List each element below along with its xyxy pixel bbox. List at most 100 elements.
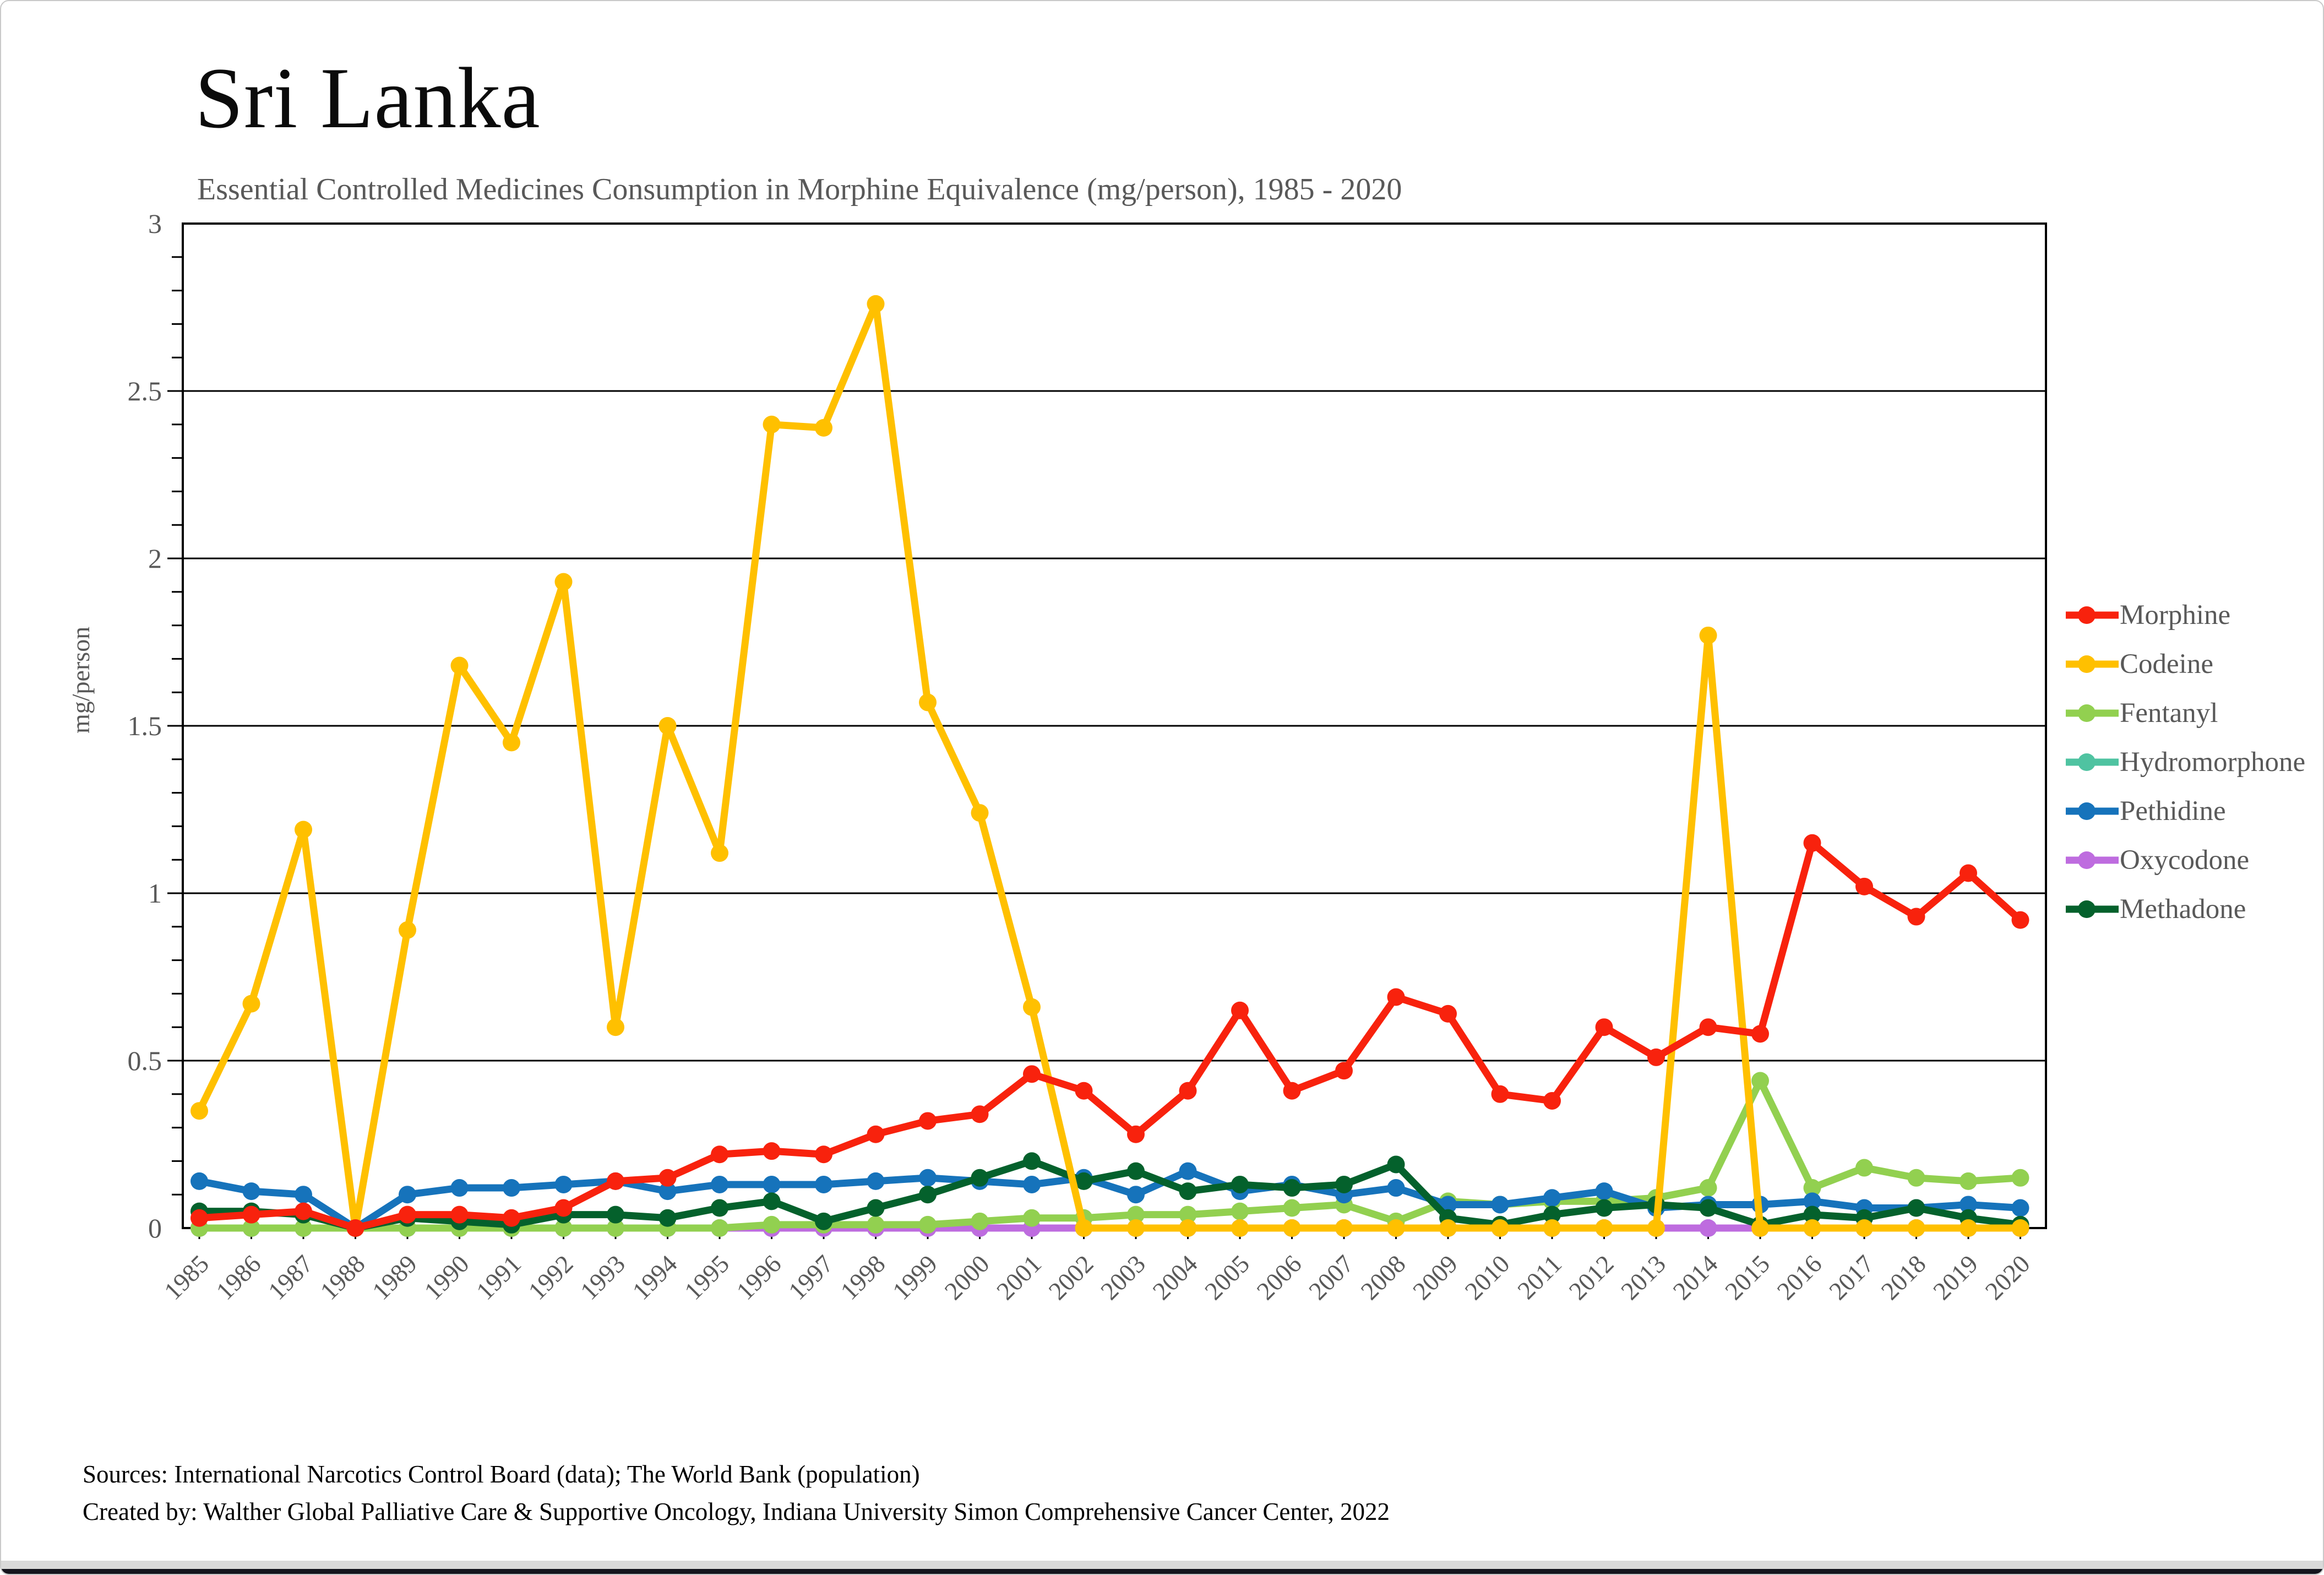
line-dot-marker-icon <box>2066 606 2119 624</box>
data-point <box>1491 1085 1509 1103</box>
data-point <box>971 804 989 822</box>
page-title: Sri Lanka <box>195 50 541 146</box>
data-point <box>763 1192 781 1210</box>
data-point <box>242 1205 260 1224</box>
data-point <box>1127 1186 1145 1204</box>
data-point <box>450 656 469 675</box>
created-by-line: Created by: Walther Global Palliative Ca… <box>83 1497 1390 1525</box>
data-point <box>1231 1175 1249 1193</box>
bottom-edge <box>1 1569 2323 1574</box>
data-point <box>1075 1082 1093 1100</box>
data-point <box>763 1175 781 1193</box>
data-point <box>815 1175 832 1193</box>
legend-item-oxycodone: Oxycodone <box>2066 835 2305 884</box>
data-point <box>919 1186 937 1204</box>
data-point <box>1127 1125 1145 1143</box>
data-point <box>295 821 312 839</box>
data-point <box>919 1112 937 1130</box>
data-point <box>867 1199 885 1217</box>
data-point <box>919 693 937 712</box>
data-point <box>1699 1018 1717 1036</box>
data-point <box>763 1142 781 1160</box>
data-point <box>1231 1202 1249 1220</box>
data-point <box>867 295 885 313</box>
data-point <box>1283 1219 1301 1237</box>
data-point <box>554 1199 573 1217</box>
data-point <box>658 717 677 735</box>
data-point <box>1595 1199 1613 1217</box>
data-point <box>1907 908 1925 926</box>
x-tick-label: 2014 <box>1667 1250 1723 1305</box>
data-point <box>1075 1219 1093 1237</box>
y-tick-label: 0.5 <box>128 1045 162 1076</box>
data-point <box>242 1219 260 1237</box>
data-point <box>1387 1219 1405 1237</box>
data-point <box>1543 1091 1561 1110</box>
data-point <box>1075 1172 1093 1190</box>
data-point <box>815 1145 832 1164</box>
x-tick-label: 2015 <box>1719 1250 1775 1305</box>
data-point <box>711 844 728 862</box>
x-tick-label: 2012 <box>1563 1250 1619 1305</box>
data-point <box>1335 1062 1353 1080</box>
x-tick-label: 2004 <box>1147 1250 1202 1305</box>
x-tick-label: 1998 <box>835 1250 890 1305</box>
sources-line: Sources: International Narcotics Control… <box>83 1460 920 1488</box>
data-point <box>2011 1219 2029 1237</box>
data-point <box>1179 1205 1197 1224</box>
data-point <box>1023 998 1041 1016</box>
data-point <box>346 1219 364 1237</box>
data-point <box>399 921 416 939</box>
data-point <box>503 1179 520 1197</box>
data-point <box>919 1215 937 1234</box>
data-point <box>711 1145 728 1164</box>
data-point <box>607 1205 624 1224</box>
y-tick-label: 0 <box>148 1213 162 1243</box>
line-dot-marker-icon <box>2066 802 2119 820</box>
x-tick-label: 2013 <box>1615 1250 1671 1305</box>
data-point <box>1751 1025 1769 1043</box>
data-point <box>1283 1199 1301 1217</box>
data-point <box>399 1186 416 1204</box>
data-point <box>658 1182 677 1201</box>
y-tick-label: 1 <box>148 878 162 909</box>
legend-label: Fentanyl <box>2120 697 2218 729</box>
line-dot-marker-icon <box>2066 655 2119 673</box>
data-point <box>2011 911 2029 929</box>
data-point <box>711 1199 728 1217</box>
data-point <box>1023 1065 1041 1083</box>
data-point <box>1647 1048 1665 1066</box>
x-tick-label: 1989 <box>367 1250 422 1305</box>
data-point <box>450 1205 469 1224</box>
legend-item-codeine: Codeine <box>2066 639 2305 688</box>
data-point <box>1127 1219 1145 1237</box>
data-point <box>1960 1196 1977 1214</box>
page-subtitle: Essential Controlled Medicines Consumpti… <box>197 172 1402 207</box>
data-point <box>1127 1205 1145 1224</box>
data-point <box>450 1179 469 1197</box>
legend-item-methadone: Methadone <box>2066 884 2305 933</box>
y-tick-label: 3 <box>148 208 162 239</box>
data-point <box>1179 1182 1197 1201</box>
data-point <box>1231 1001 1249 1019</box>
data-point <box>503 734 520 752</box>
x-tick-label: 2008 <box>1355 1250 1411 1305</box>
data-point <box>1751 1219 1769 1237</box>
x-tick-label: 2005 <box>1199 1250 1255 1305</box>
data-point <box>295 1219 312 1237</box>
y-tick-label: 1.5 <box>128 710 162 741</box>
x-tick-label: 1996 <box>731 1250 786 1305</box>
data-point <box>763 1215 781 1234</box>
x-tick-label: 1985 <box>159 1250 214 1305</box>
series-line-morphine <box>195 839 2024 1232</box>
data-point <box>971 1105 989 1123</box>
data-point <box>1335 1219 1353 1237</box>
data-point <box>1960 864 1977 882</box>
data-point <box>1387 988 1405 1006</box>
data-point <box>1023 1152 1041 1170</box>
x-tick-label: 1991 <box>471 1250 526 1305</box>
data-point <box>658 1209 677 1227</box>
data-point <box>1283 1179 1301 1197</box>
data-point <box>1699 1179 1717 1197</box>
